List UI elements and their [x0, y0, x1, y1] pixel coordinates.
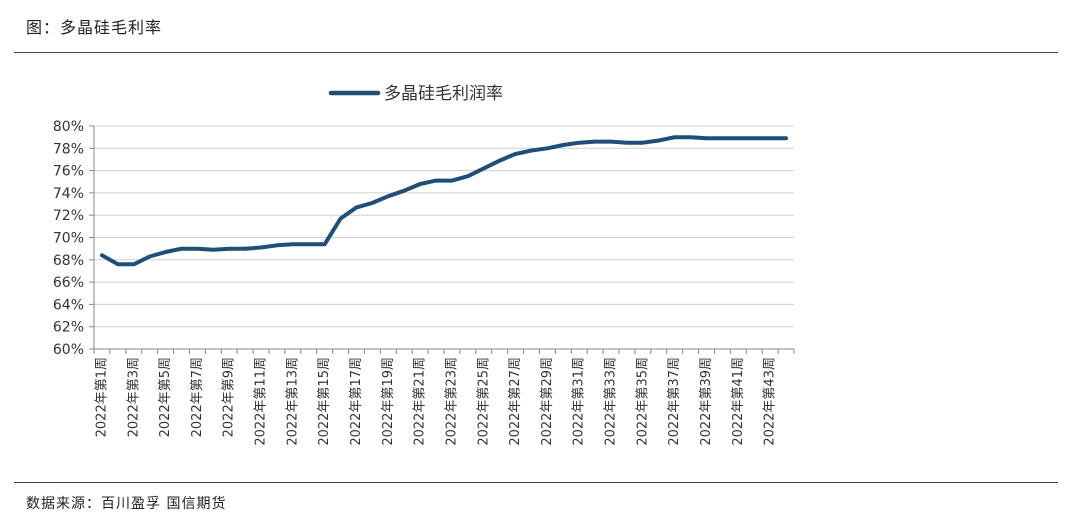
- legend-label: 多晶硅毛利润率: [384, 84, 503, 104]
- gridlines: [94, 125, 794, 350]
- y-tick-label: 80%: [53, 119, 84, 135]
- x-tick-label: 2022年第23周: [444, 357, 459, 446]
- x-tick-label: 2022年第39周: [699, 357, 714, 446]
- y-tick-label: 72%: [53, 208, 84, 224]
- y-tick-label: 60%: [53, 342, 84, 358]
- x-tick-label: 2022年第31周: [572, 357, 587, 446]
- series-line-gross-margin: [100, 135, 788, 267]
- x-tick-label: 2022年第35周: [635, 357, 650, 446]
- x-tick-label: 2022年第9周: [222, 357, 237, 437]
- x-tick-label: 2022年第43周: [763, 357, 778, 446]
- x-tick-label: 2022年第19周: [381, 357, 396, 446]
- x-tick-label: 2022年第21周: [413, 357, 428, 446]
- y-tick-label: 70%: [53, 231, 84, 247]
- y-tick-label: 68%: [53, 253, 84, 269]
- y-axis: 60% 62% 64% 66% 68% 70% 72% 74% 76% 78% 80%: [53, 119, 95, 358]
- x-tick-label: 2022年第29周: [540, 357, 555, 446]
- x-tick-label: 2022年第25周: [476, 357, 491, 446]
- x-tick-label: 2022年第5周: [158, 357, 173, 437]
- top-rule: [14, 52, 1058, 53]
- x-tick-label: 2022年第27周: [508, 357, 523, 446]
- x-tick-label: 2022年第17周: [349, 357, 364, 446]
- x-tick-label: 2022年第41周: [731, 357, 746, 446]
- x-tick-label: 2022年第11周: [254, 357, 269, 446]
- data-source: 数据来源：百川盈孚 国信期货: [26, 496, 227, 512]
- x-tick-label: 2022年第7周: [190, 357, 205, 437]
- polysilicon-gross-margin-chart: 60% 62% 64% 66% 68% 70% 72% 74% 76% 78% 80% 2022年第…: [53, 84, 795, 446]
- x-tick-label: 2022年第37周: [667, 357, 682, 446]
- legend: 多晶硅毛利润率: [328, 84, 503, 104]
- y-tick-label: 66%: [53, 275, 84, 291]
- figure-title: 图：多晶硅毛利率: [26, 18, 163, 37]
- x-tick-label: 2022年第1周: [94, 357, 109, 437]
- y-tick-label: 78%: [53, 141, 84, 157]
- y-tick-label: 76%: [53, 164, 84, 180]
- series-layer: [100, 135, 788, 267]
- y-tick-label: 62%: [53, 320, 84, 336]
- x-tick-label: 2022年第15周: [317, 357, 332, 446]
- y-tick-label: 74%: [53, 186, 84, 202]
- bottom-rule: [14, 482, 1058, 483]
- x-axis: 2022年第1周 2022年第3周 2022年第5周 2022年第7周 2022年第9周…: [93, 348, 795, 446]
- x-tick-label: 2022年第13周: [285, 357, 300, 446]
- y-tick-label: 64%: [53, 297, 84, 313]
- x-tick-label: 2022年第3周: [126, 357, 141, 437]
- x-tick-label: 2022年第33周: [604, 357, 619, 446]
